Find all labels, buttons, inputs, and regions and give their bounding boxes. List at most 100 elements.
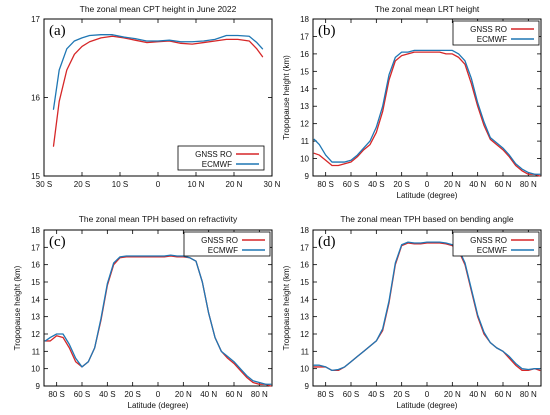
series-line-gnss-ro bbox=[44, 255, 272, 387]
legend-label-ecmwf: ECMWF bbox=[208, 246, 238, 255]
series-line-gnss-ro bbox=[52, 35, 264, 147]
series-line-ecmwf bbox=[313, 49, 541, 175]
x-tick-label: 20 N bbox=[226, 180, 243, 189]
y-tick-label: 18 bbox=[300, 226, 309, 235]
x-tick-label: 60 S bbox=[343, 180, 359, 189]
chart-title: The zonal mean LRT height bbox=[375, 4, 480, 14]
panel-letter: (a) bbox=[49, 23, 66, 39]
legend-label-gnss-ro: GNSS RO bbox=[470, 236, 507, 245]
y-tick-label: 17 bbox=[31, 15, 40, 24]
y-tick-label: 12 bbox=[31, 330, 40, 339]
y-tick-label: 9 bbox=[305, 172, 310, 181]
y-tick-label: 12 bbox=[300, 120, 309, 129]
y-tick-label: 11 bbox=[301, 347, 310, 356]
y-tick-label: 17 bbox=[300, 32, 309, 41]
y-tick-label: 18 bbox=[300, 15, 309, 24]
x-tick-label: 10 S bbox=[112, 180, 128, 189]
y-tick-label: 10 bbox=[300, 365, 309, 374]
x-tick-label: 60 S bbox=[343, 390, 359, 399]
series-line-ecmwf bbox=[44, 254, 272, 385]
y-tick-label: 15 bbox=[300, 278, 309, 287]
x-tick-label: 20 S bbox=[393, 180, 409, 189]
x-tick-label: 60 N bbox=[226, 390, 243, 399]
legend-label-gnss-ro: GNSS RO bbox=[201, 236, 238, 245]
panel-4: The zonal mean TPH based on bending angl… bbox=[282, 214, 542, 410]
legend-label-ecmwf: ECMWF bbox=[477, 35, 507, 44]
legend-box bbox=[183, 231, 271, 257]
panel-letter: (d) bbox=[318, 234, 336, 250]
y-tick-label: 18 bbox=[31, 226, 40, 235]
x-tick-label: 0 bbox=[425, 180, 430, 189]
x-tick-label: 80 N bbox=[520, 390, 537, 399]
y-tick-label: 9 bbox=[36, 382, 41, 391]
x-tick-label: 30 S bbox=[36, 180, 52, 189]
y-axis-label: Tropopause height (km) bbox=[282, 265, 291, 350]
legend-label-ecmwf: ECMWF bbox=[477, 246, 507, 255]
y-tick-label: 14 bbox=[31, 295, 40, 304]
panel-letter: (b) bbox=[318, 23, 336, 39]
x-tick-label: 40 S bbox=[368, 180, 384, 189]
x-tick-label: 0 bbox=[425, 390, 430, 399]
x-tick-label: 60 N bbox=[495, 180, 512, 189]
chart-title: The zonal mean TPH based on refractivity bbox=[79, 214, 238, 224]
x-axis-label: Latitude (degree) bbox=[128, 401, 189, 410]
legend-box bbox=[452, 20, 540, 46]
y-tick-label: 10 bbox=[300, 155, 309, 164]
y-tick-label: 15 bbox=[31, 278, 40, 287]
x-tick-label: 40 N bbox=[469, 390, 486, 399]
x-tick-label: 10 N bbox=[188, 180, 205, 189]
y-tick-label: 11 bbox=[301, 137, 310, 146]
x-tick-label: 20 S bbox=[74, 180, 90, 189]
y-tick-label: 13 bbox=[31, 313, 40, 322]
x-tick-label: 20 N bbox=[444, 180, 461, 189]
legend-box bbox=[452, 231, 540, 257]
legend-label-gnss-ro: GNSS RO bbox=[470, 25, 507, 34]
legend-label-ecmwf: ECMWF bbox=[202, 160, 232, 169]
legend-box bbox=[177, 145, 265, 171]
y-tick-label: 11 bbox=[32, 347, 41, 356]
y-tick-label: 17 bbox=[31, 243, 40, 252]
panel-2: The zonal mean LRT height 9 10 11 12 13 14 15 16… bbox=[282, 4, 542, 200]
x-tick-label: 40 S bbox=[99, 390, 115, 399]
series-line-gnss-ro bbox=[313, 51, 541, 177]
y-tick-label: 13 bbox=[300, 102, 309, 111]
x-tick-label: 60 S bbox=[74, 390, 90, 399]
x-tick-label: 80 S bbox=[317, 180, 333, 189]
x-tick-label: 80 N bbox=[251, 390, 268, 399]
y-tick-label: 9 bbox=[305, 382, 310, 391]
x-tick-label: 80 N bbox=[520, 180, 537, 189]
y-tick-label: 13 bbox=[300, 313, 309, 322]
y-axis-label: Tropopause height (km) bbox=[13, 265, 22, 350]
chart-title: The zonal mean CPT height in June 2022 bbox=[80, 4, 237, 14]
x-tick-label: 40 N bbox=[200, 390, 217, 399]
x-tick-label: 20 S bbox=[393, 390, 409, 399]
y-tick-label: 16 bbox=[300, 261, 309, 270]
x-axis-label: Latitude (degree) bbox=[397, 191, 458, 200]
x-tick-label: 30 N bbox=[264, 180, 281, 189]
series-line-gnss-ro bbox=[313, 242, 541, 372]
x-tick-label: 60 N bbox=[495, 390, 512, 399]
panel-1: The zonal mean CPT height in June 2022 15… bbox=[31, 4, 281, 189]
x-tick-label: 20 N bbox=[175, 390, 192, 399]
y-tick-label: 17 bbox=[300, 243, 309, 252]
y-tick-label: 14 bbox=[300, 295, 309, 304]
y-tick-label: 12 bbox=[300, 330, 309, 339]
y-tick-label: 16 bbox=[300, 50, 309, 59]
series-line-ecmwf bbox=[313, 241, 541, 372]
y-tick-label: 16 bbox=[31, 261, 40, 270]
series-line-ecmwf bbox=[52, 34, 264, 110]
y-tick-label: 16 bbox=[31, 94, 40, 103]
chart-title: The zonal mean TPH based on bending angl… bbox=[340, 214, 514, 224]
y-tick-label: 10 bbox=[31, 365, 40, 374]
x-tick-label: 0 bbox=[156, 390, 161, 399]
y-tick-label: 15 bbox=[31, 172, 40, 181]
x-tick-label: 80 S bbox=[48, 390, 64, 399]
x-tick-label: 20 N bbox=[444, 390, 461, 399]
x-axis-label: Latitude (degree) bbox=[397, 401, 458, 410]
